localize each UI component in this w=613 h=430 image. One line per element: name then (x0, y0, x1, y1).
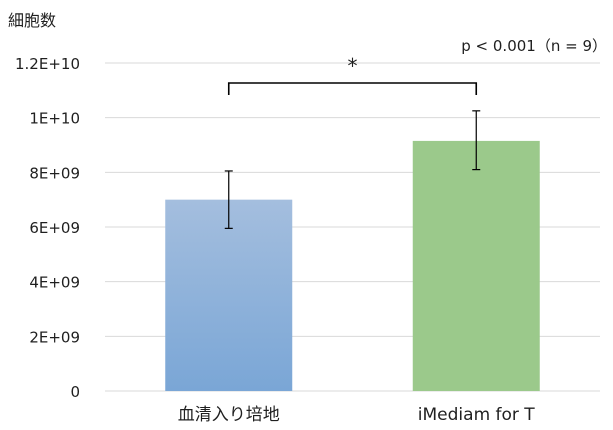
y-tick-label: 6E+09 (29, 219, 80, 237)
bars (165, 140, 540, 391)
x-tick-label: iMediam for T (418, 405, 536, 425)
stats-annotation: p < 0.001（n = 9） (461, 37, 607, 55)
significance-annotation: * p < 0.001（n = 9） (227, 37, 607, 95)
y-tick-label: 1E+10 (29, 110, 80, 128)
x-axis-ticks: 血清入り培地 iMediam for T (178, 405, 536, 425)
significance-mark: * (348, 54, 358, 78)
y-axis-ticks: 0 2E+09 4E+09 6E+09 8E+09 1E+10 1.2E+10 (15, 55, 80, 401)
significance-bracket (227, 82, 478, 95)
error-bars (224, 110, 481, 229)
x-tick-label: 血清入り培地 (178, 405, 280, 425)
y-tick-label: 2E+09 (29, 328, 80, 346)
y-axis-title: 細胞数 (8, 11, 56, 30)
bar (165, 199, 293, 391)
bar (412, 140, 540, 391)
y-tick-label: 4E+09 (29, 274, 80, 292)
y-tick-label: 1.2E+10 (15, 55, 80, 73)
y-tick-label: 8E+09 (29, 164, 80, 182)
y-tick-label: 0 (70, 383, 80, 401)
